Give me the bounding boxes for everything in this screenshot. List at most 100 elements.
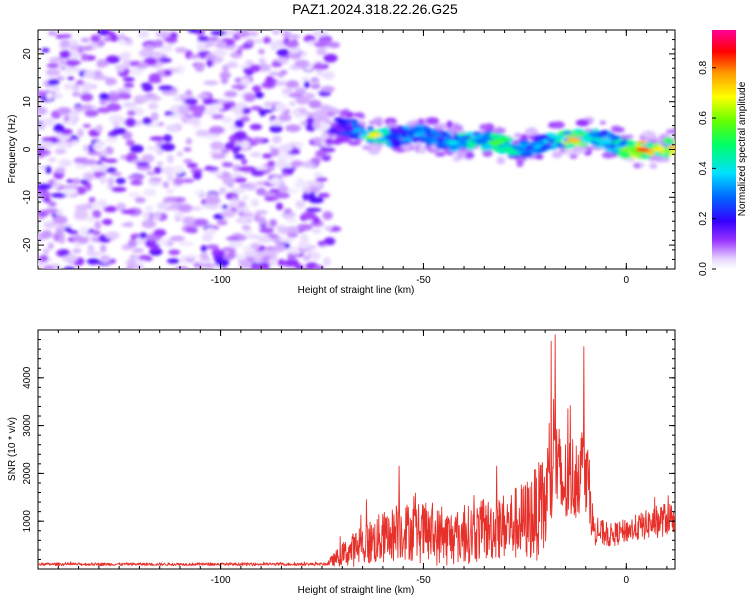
heatmap-cell xyxy=(52,181,62,189)
heatmap-cell xyxy=(237,216,250,223)
heatmap-cell xyxy=(464,151,475,159)
heatmap-cell xyxy=(48,201,57,207)
heatmap-cell xyxy=(277,157,287,167)
heatmap-cell xyxy=(481,143,493,150)
heatmap-cell xyxy=(566,143,576,149)
heatmap-cell xyxy=(282,88,293,93)
heatmap-cell xyxy=(339,109,346,118)
colorbar-label: Normalized spectral amplitude xyxy=(737,81,748,216)
heatmap-cell xyxy=(103,158,118,163)
heatmap-cell xyxy=(90,165,101,172)
heatmap-cell xyxy=(401,132,408,139)
heatmap-cell xyxy=(197,35,209,42)
heatmap-peak xyxy=(619,147,634,152)
heatmap-peak xyxy=(651,147,666,152)
heatmap-cell xyxy=(119,52,130,60)
heatmap-cell xyxy=(438,138,445,144)
heatmap-cell xyxy=(425,117,440,125)
heatmap-cell xyxy=(418,145,427,154)
heatmap-cell xyxy=(47,31,58,36)
heatmap-cell xyxy=(63,115,70,122)
heatmap-cell xyxy=(348,141,361,146)
heatmap-cell xyxy=(257,109,273,114)
heatmap-cell xyxy=(313,265,325,269)
heatmap-cell xyxy=(262,36,272,44)
heatmap-cell xyxy=(236,30,250,38)
heatmap-cell xyxy=(233,153,245,160)
heatmap-cell xyxy=(485,131,491,138)
heatmap-cell xyxy=(96,160,104,165)
heatmap-cell xyxy=(417,118,425,125)
heatmap-cell xyxy=(47,242,54,250)
heatmap-cell xyxy=(520,134,529,141)
heatmap-cell xyxy=(96,107,112,114)
heatmap-peak xyxy=(367,132,382,138)
heatmap-cell xyxy=(67,76,75,81)
heatmap-cell xyxy=(238,211,246,217)
heatmap-cell xyxy=(308,180,321,187)
heatmap-cell xyxy=(222,176,235,186)
heatmap-cell xyxy=(197,104,207,114)
heatmap-cell xyxy=(279,185,289,194)
heatmap-cell xyxy=(230,199,239,206)
heatmap-cell xyxy=(305,92,315,100)
heatmap-cell xyxy=(257,235,272,243)
heatmap-cell xyxy=(399,140,412,145)
heatmap-cell xyxy=(301,76,310,83)
heatmap-cell xyxy=(248,64,261,73)
heatmap-cell xyxy=(158,57,172,63)
heatmap-cell xyxy=(236,101,247,109)
heatmap-cell xyxy=(99,175,107,185)
heatmap-cell xyxy=(77,128,84,138)
heatmap-cell xyxy=(38,261,44,269)
heatmap-cell xyxy=(301,211,317,220)
heatmap-cell xyxy=(38,147,46,154)
heatmap-cell xyxy=(116,87,132,95)
heatmap-cell xyxy=(250,151,262,158)
heatmap-peak xyxy=(489,139,504,145)
heatmap-cell xyxy=(251,137,264,144)
heatmap-cell xyxy=(614,139,620,144)
heatmap-cell xyxy=(375,136,386,143)
heatmap-cell xyxy=(322,211,333,220)
heatmap-cell xyxy=(368,147,381,155)
heatmap-cell xyxy=(101,219,113,225)
heatmap-peak xyxy=(668,144,675,150)
heatmap-cell xyxy=(86,251,102,256)
heatmap-cell xyxy=(80,93,94,102)
heatmap-cell xyxy=(296,223,313,231)
heatmap-cell xyxy=(65,60,82,65)
heatmap-cell xyxy=(215,171,224,177)
heatmap-cell xyxy=(183,158,193,164)
heatmap-cell xyxy=(531,141,538,147)
heatmap-cell xyxy=(206,58,214,68)
heatmap-cell xyxy=(274,103,287,113)
heatmap-cell xyxy=(206,36,220,42)
heatmap-cell xyxy=(63,266,75,269)
heatmap-cell xyxy=(269,71,281,76)
spectrogram-y-tick-label: 0 xyxy=(22,146,33,152)
snr-y-tick-label: 4000 xyxy=(22,366,33,389)
heatmap-cell xyxy=(145,44,154,49)
heatmap-cell xyxy=(341,127,355,132)
heatmap-cell xyxy=(375,119,383,127)
heatmap-cell xyxy=(192,171,202,180)
heatmap-cell xyxy=(312,216,321,225)
heatmap-cell xyxy=(223,162,234,168)
heatmap-cell xyxy=(63,83,75,90)
heatmap-cell xyxy=(196,93,210,99)
heatmap-cell xyxy=(626,139,634,146)
heatmap-cell xyxy=(279,153,296,160)
heatmap-cell xyxy=(311,78,320,86)
heatmap-cell xyxy=(172,165,185,174)
heatmap-cell xyxy=(53,123,65,133)
heatmap-cell xyxy=(245,60,254,66)
heatmap-cell xyxy=(300,233,309,242)
heatmap-cell xyxy=(285,80,300,89)
heatmap-cell xyxy=(269,40,280,49)
heatmap-cell xyxy=(234,119,245,129)
heatmap-cell xyxy=(43,265,54,269)
heatmap-cell xyxy=(64,69,75,74)
heatmap-cell xyxy=(325,106,336,112)
